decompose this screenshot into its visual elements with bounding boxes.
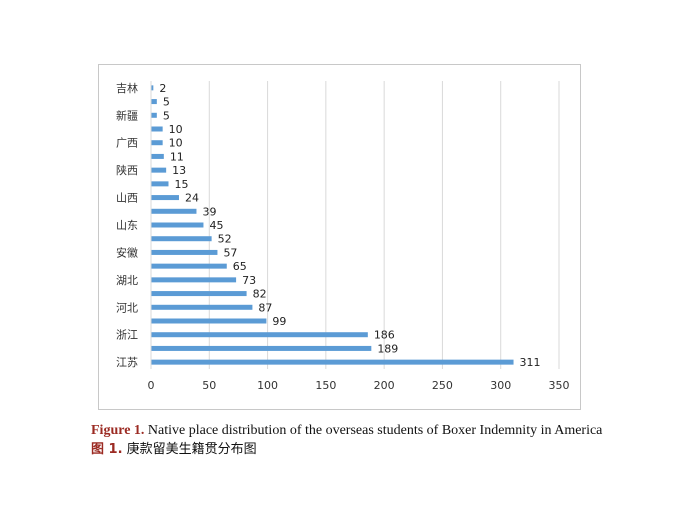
x-tick-label: 200 [374, 379, 395, 392]
value-label: 52 [218, 233, 232, 246]
bar [151, 277, 237, 283]
category-label: 山东 [116, 219, 138, 232]
bar [151, 304, 253, 310]
value-label: 24 [185, 192, 199, 205]
x-tick-label: 0 [148, 379, 155, 392]
caption-english: Figure 1. Native place distribution of t… [91, 421, 651, 440]
category-label: 浙江 [116, 329, 138, 342]
bar [151, 112, 157, 118]
value-label: 13 [172, 164, 186, 177]
value-label: 2 [159, 82, 166, 95]
bar [151, 195, 179, 201]
bar [151, 359, 514, 365]
bar [151, 85, 154, 91]
category-label: 广西 [116, 137, 138, 150]
value-label: 11 [170, 150, 184, 163]
bar [151, 236, 212, 242]
value-label: 10 [169, 123, 183, 136]
chart-frame: 0 50 100 150 200 250 300 350 311 江苏 189 186 浙江 99 87 河北… [98, 64, 581, 410]
value-label: 99 [272, 315, 286, 328]
x-tick-label: 150 [315, 379, 336, 392]
value-label: 5 [163, 109, 170, 122]
bar [151, 140, 163, 146]
value-label: 10 [169, 137, 183, 150]
value-label: 189 [377, 342, 398, 355]
x-tick-label: 250 [432, 379, 453, 392]
bar [151, 345, 372, 351]
x-tick-label: 50 [202, 379, 216, 392]
category-label: 新疆 [116, 108, 138, 122]
value-label: 45 [209, 219, 223, 232]
category-label: 江苏 [116, 356, 138, 369]
value-label: 82 [253, 288, 267, 301]
bar [151, 167, 167, 173]
caption-chinese: 图 1. 庚款留美生籍贯分布图 [91, 440, 651, 459]
x-tick-label: 300 [490, 379, 511, 392]
category-label: 陕西 [116, 163, 138, 177]
value-label: 65 [233, 260, 247, 273]
value-label: 311 [520, 356, 541, 369]
value-label: 15 [174, 178, 188, 191]
value-label: 186 [374, 329, 395, 342]
value-label: 87 [258, 301, 272, 314]
value-label: 5 [163, 96, 170, 109]
category-label: 河北 [116, 301, 138, 314]
caption-chinese-label: 图 1. [91, 442, 123, 457]
value-label: 73 [242, 274, 256, 287]
value-label: 57 [223, 246, 237, 259]
x-tick-label: 350 [549, 379, 570, 392]
figure-caption: Figure 1. Native place distribution of t… [91, 421, 651, 459]
category-label: 山西 [116, 192, 138, 205]
bar [151, 208, 197, 214]
bar [151, 318, 267, 324]
bar [151, 263, 227, 269]
bar [151, 99, 157, 105]
bar [151, 153, 164, 159]
category-label: 吉林 [116, 81, 138, 95]
bar [151, 332, 368, 338]
bar [151, 291, 247, 297]
bar [151, 181, 169, 187]
caption-chinese-text: 庚款留美生籍贯分布图 [126, 442, 257, 457]
x-tick-label: 100 [257, 379, 278, 392]
bar [151, 222, 204, 228]
caption-english-text: Native place distribution of the oversea… [147, 423, 603, 438]
bar [151, 249, 218, 255]
category-label: 湖北 [116, 274, 138, 287]
value-label: 39 [202, 205, 216, 218]
category-label: 安徽 [116, 245, 138, 259]
caption-english-label: Figure 1. [91, 423, 145, 438]
bar [151, 126, 163, 132]
